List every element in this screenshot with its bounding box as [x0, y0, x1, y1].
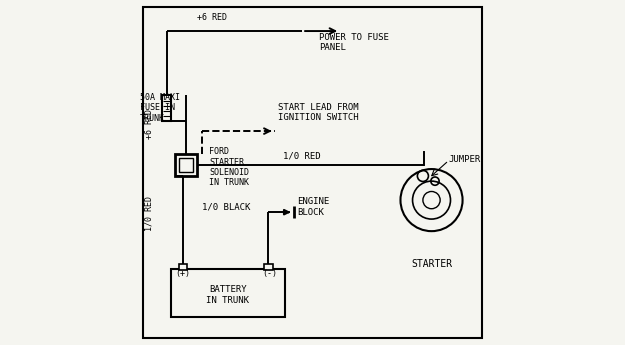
- Text: START LEAD FROM
IGNITION SWITCH: START LEAD FROM IGNITION SWITCH: [278, 103, 359, 122]
- Text: BATTERY
IN TRUNK: BATTERY IN TRUNK: [206, 285, 249, 305]
- Text: 1/0 RED: 1/0 RED: [283, 151, 321, 160]
- Text: +6 RED: +6 RED: [145, 109, 154, 139]
- FancyBboxPatch shape: [179, 158, 192, 172]
- FancyBboxPatch shape: [179, 264, 187, 270]
- Text: (-): (-): [262, 269, 277, 278]
- Text: ENGINE
BLOCK: ENGINE BLOCK: [297, 197, 329, 217]
- Text: (+): (+): [176, 269, 191, 278]
- Text: FORD
STARTER
SOLENOID
IN TRUNK: FORD STARTER SOLENOID IN TRUNK: [209, 147, 249, 187]
- FancyBboxPatch shape: [264, 264, 273, 270]
- Text: 1/0 BLACK: 1/0 BLACK: [202, 203, 251, 211]
- Text: STARTER: STARTER: [411, 259, 452, 269]
- Text: POWER TO FUSE
PANEL: POWER TO FUSE PANEL: [319, 33, 389, 52]
- Text: +6 RED: +6 RED: [198, 13, 228, 22]
- FancyBboxPatch shape: [174, 154, 197, 176]
- Text: JUMPER: JUMPER: [449, 155, 481, 164]
- FancyBboxPatch shape: [162, 95, 171, 121]
- Text: 1/0 RED: 1/0 RED: [145, 196, 154, 231]
- FancyBboxPatch shape: [171, 269, 285, 317]
- Text: 50A MAXI
FUSE IN
TRUNK: 50A MAXI FUSE IN TRUNK: [140, 93, 180, 122]
